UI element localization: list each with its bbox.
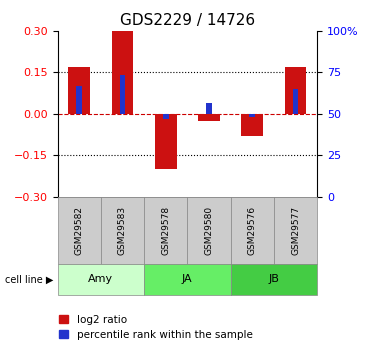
Bar (76, 86, 82, 114)
Legend: log2 ratio, percentile rank within the sample: log2 ratio, percentile rank within the s… (59, 315, 253, 340)
Bar (144, 264, 231, 295)
Text: GSM29578: GSM29578 (161, 206, 170, 255)
Text: GSM29576: GSM29576 (248, 206, 257, 255)
Bar (198, 114, 220, 121)
Bar (163, 114, 168, 119)
Text: cell line ▶: cell line ▶ (6, 275, 54, 284)
Title: GDS2229 / 14726: GDS2229 / 14726 (120, 13, 255, 29)
Text: GSM29580: GSM29580 (204, 206, 213, 255)
Bar (274, 197, 317, 264)
Bar (187, 197, 231, 264)
Bar (68, 67, 90, 114)
Bar (249, 114, 255, 117)
Bar (155, 114, 177, 169)
Text: GSM29582: GSM29582 (75, 206, 83, 255)
Text: GSM29583: GSM29583 (118, 206, 127, 255)
Bar (285, 67, 306, 114)
Text: Amy: Amy (88, 275, 114, 284)
Bar (293, 89, 298, 114)
Text: GSM29577: GSM29577 (291, 206, 300, 255)
Bar (144, 197, 187, 264)
Bar (101, 197, 144, 264)
Bar (231, 264, 317, 295)
Bar (119, 75, 125, 114)
Text: JA: JA (182, 275, 193, 284)
Bar (58, 197, 101, 264)
Bar (242, 114, 263, 136)
Text: JB: JB (269, 275, 279, 284)
Bar (58, 264, 144, 295)
Bar (231, 197, 274, 264)
Bar (206, 103, 212, 114)
Bar (112, 31, 133, 114)
